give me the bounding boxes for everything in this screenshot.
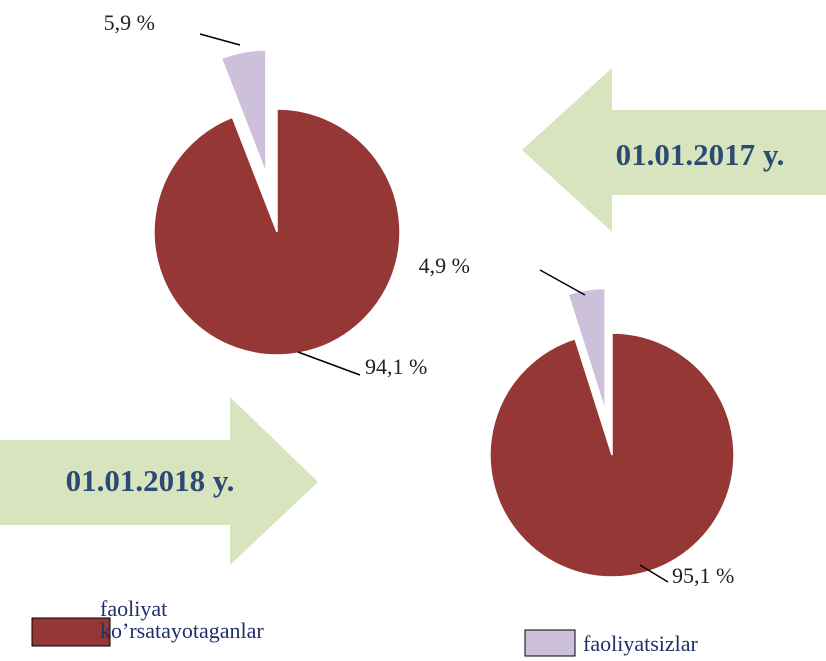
leader-line <box>199 33 241 46</box>
arrow-left <box>522 68 826 232</box>
pie-slice <box>489 332 735 578</box>
leader-line <box>297 351 361 376</box>
data-label: 4,9 % <box>419 253 470 278</box>
legend-label: faoliyat ko’rsatayotaganlar <box>100 596 264 643</box>
arrow-right <box>0 397 318 565</box>
legend-swatch <box>524 629 576 657</box>
leader-line <box>539 269 586 296</box>
date-label: 01.01.2018 y. <box>66 463 235 498</box>
date-label: 01.01.2017 y. <box>616 137 785 172</box>
pie-slice <box>153 108 401 356</box>
legend-swatch <box>31 617 111 647</box>
pie-slice <box>567 287 606 411</box>
pie-slice <box>220 49 267 174</box>
leader-line <box>639 564 669 583</box>
data-label: 5,9 % <box>104 10 155 35</box>
data-label: 94,1 % <box>365 354 427 379</box>
data-label: 95,1 % <box>672 563 734 588</box>
legend-label: faoliyatsizlar <box>583 631 698 656</box>
